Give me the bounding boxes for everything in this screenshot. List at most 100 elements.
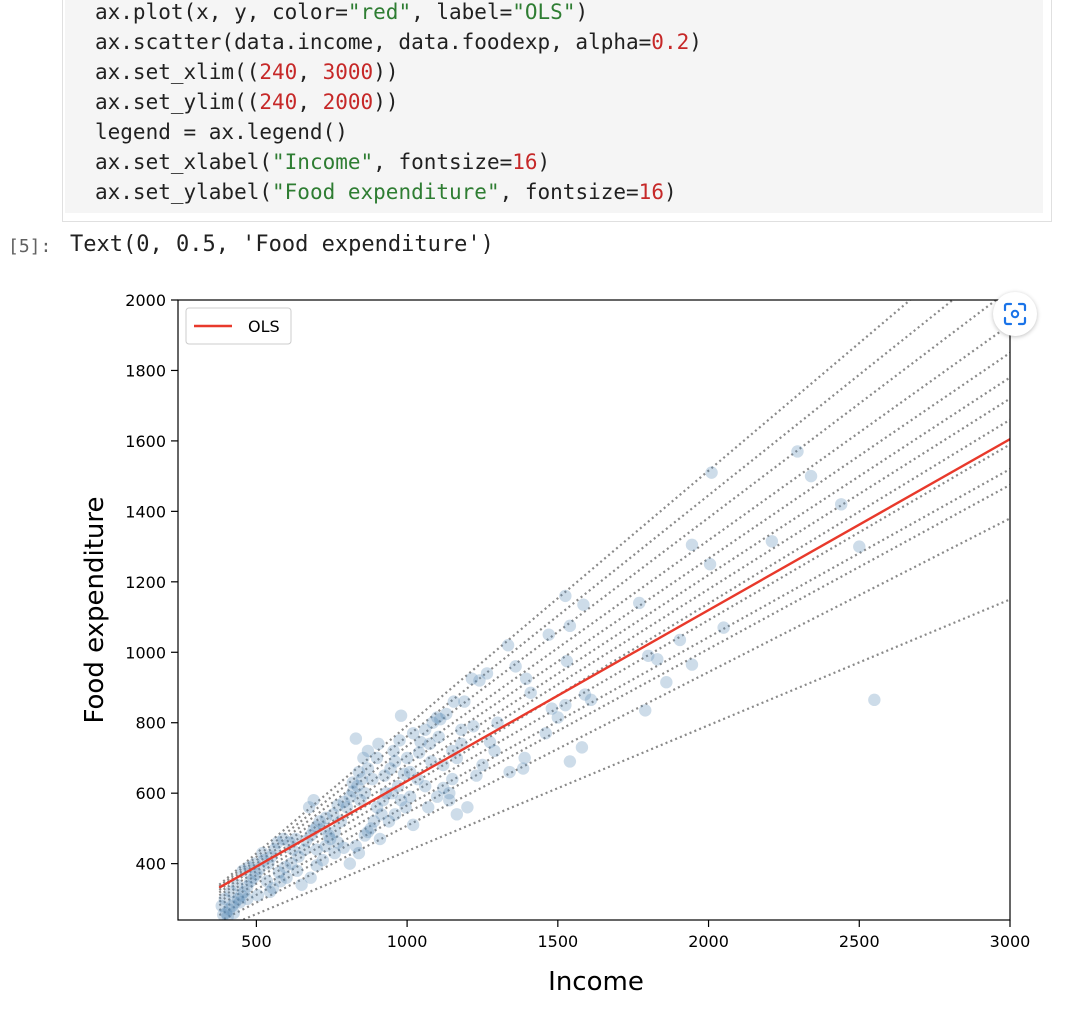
code-line: ax.set_xlim((240, 3000)) <box>95 57 398 87</box>
scatter-point <box>388 755 402 768</box>
quantile-line <box>218 300 912 886</box>
scatter-point <box>354 794 367 807</box>
scatter-point <box>268 843 281 856</box>
scatter-point <box>480 667 494 680</box>
code-cell[interactable]: ax.plot(x, y, color="red", label="OLS") a… <box>62 0 1052 222</box>
scatter-point <box>473 674 486 687</box>
y-tick-label: 1400 <box>125 502 166 521</box>
scatter-point <box>705 466 718 479</box>
code-token: ax.set_ylim(( <box>95 90 260 114</box>
scatter-point <box>274 875 287 888</box>
scatter-point <box>384 762 397 775</box>
expand-image-icon <box>1003 302 1027 326</box>
x-tick-label: 500 <box>241 932 272 951</box>
scatter-point <box>431 711 444 724</box>
scatter-point <box>703 558 717 571</box>
scatter-point <box>434 713 447 726</box>
scatter-point <box>266 882 280 895</box>
scatter-point <box>238 885 251 899</box>
ols-line <box>218 438 1010 889</box>
scatter-point <box>328 846 341 860</box>
output-prompt: [5]: <box>8 236 52 257</box>
scatter-point <box>465 672 479 685</box>
quantile-line <box>218 300 998 890</box>
quantile-line <box>219 517 1010 920</box>
scatter-point <box>331 836 344 849</box>
scatter-point <box>227 906 240 920</box>
code-token: "OLS" <box>512 0 576 24</box>
scatter-point <box>241 880 254 893</box>
scatter-point <box>372 737 385 751</box>
scatter-point <box>355 772 369 786</box>
scatter-point <box>563 619 577 633</box>
scatter-point <box>346 776 360 789</box>
scatter-point <box>446 772 459 786</box>
scatter-point <box>324 832 337 846</box>
code-token: )) <box>373 90 399 114</box>
scatter-point <box>370 801 384 814</box>
scatter-point <box>642 649 655 662</box>
expand-image-button[interactable] <box>993 292 1037 336</box>
scatter-point <box>263 885 277 899</box>
code-editor[interactable]: ax.plot(x, y, color="red", label="OLS") a… <box>65 0 1043 213</box>
scatter-point <box>437 781 450 795</box>
scatter-point <box>488 744 501 758</box>
code-line: ax.set_ylabel("Food expenditure", fontsi… <box>95 177 677 207</box>
code-line: ax.plot(x, y, color="red", label="OLS") <box>95 0 588 27</box>
scatter-point <box>302 801 316 814</box>
scatter-point <box>361 825 375 839</box>
scatter-point <box>331 799 344 812</box>
code-token: 16 <box>638 180 664 204</box>
scatter-point <box>247 871 260 884</box>
scatter-point <box>319 811 332 825</box>
quantile-line <box>218 483 1010 917</box>
scatter-point <box>524 686 537 699</box>
code-token: ) <box>663 180 677 204</box>
scatter-chart: 500 1000 1500 2000 2500 3000 400 600 800 1000 1200… <box>80 291 1030 997</box>
scatter-point <box>310 843 323 856</box>
plot-frame <box>177 299 1011 921</box>
code-token: 2000 <box>322 90 374 114</box>
scatter-point <box>519 672 533 685</box>
scatter-point <box>260 875 274 888</box>
scatter-point <box>278 860 292 874</box>
code-token: "Income" <box>272 150 374 174</box>
scatter-point <box>277 832 290 846</box>
scatter-point <box>651 653 664 666</box>
scatter-point <box>340 801 354 814</box>
scatter-point <box>241 892 254 906</box>
scatter-point <box>418 723 432 736</box>
code-token: "red" <box>347 0 412 24</box>
scatter-point <box>491 716 504 729</box>
scatter-point <box>685 658 699 671</box>
scatter-point <box>378 769 391 782</box>
code-line: ax.scatter(data.income, data.foodexp, al… <box>95 27 702 57</box>
scatter-point <box>559 589 572 603</box>
scatter-point <box>343 790 357 803</box>
plot-area <box>215 300 1010 920</box>
scatter-point <box>426 716 439 729</box>
y-tick-label: 800 <box>135 714 166 733</box>
code-token: ) <box>537 150 551 174</box>
scatter-point <box>470 769 483 782</box>
x-tick-label: 2500 <box>839 932 880 951</box>
scatter-point <box>226 899 239 913</box>
scatter-point <box>539 727 552 740</box>
code-token: ax.plot(x, y, color= <box>95 0 348 24</box>
scatter-point <box>232 892 245 906</box>
y-tick-label: 400 <box>135 855 166 874</box>
scatter-point <box>352 846 366 860</box>
code-token: ) <box>689 30 702 54</box>
scatter-point <box>221 910 234 920</box>
scatter-point <box>223 903 236 916</box>
scatter-point <box>361 762 375 775</box>
scatter-point <box>349 839 363 853</box>
scatter-point <box>443 786 456 800</box>
scatter-point <box>322 829 335 842</box>
code-line: ax.set_xlabel("Income", fontsize=16) <box>95 147 550 177</box>
scatter-point <box>559 698 572 712</box>
code-token: 240 <box>259 90 298 114</box>
scatter-point <box>563 755 577 768</box>
y-tick-label: 600 <box>135 784 166 803</box>
scatter-point <box>834 498 848 511</box>
